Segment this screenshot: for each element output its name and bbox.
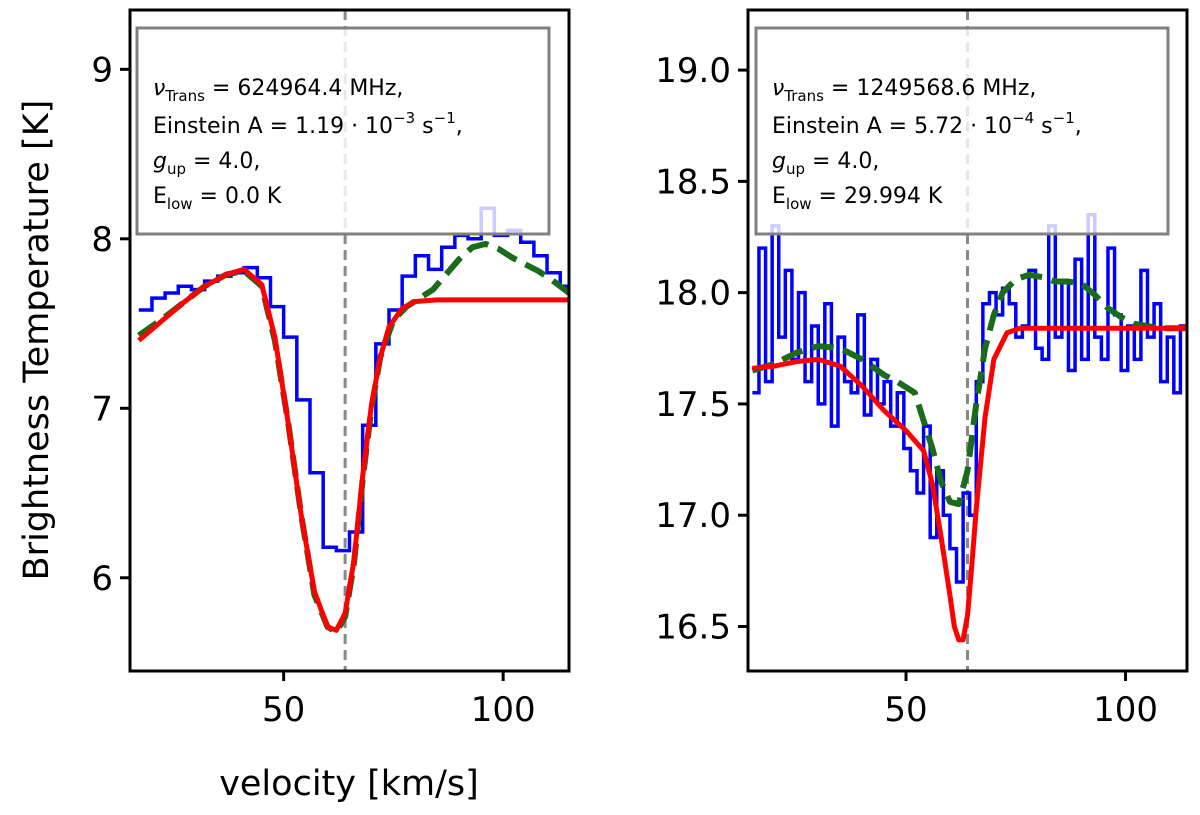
right-x-tick-label: 50 [884,690,927,730]
left-x-axis-label: velocity [km/s] [219,764,479,804]
left-plot-frame [128,8,571,673]
right-legend-line-frequency: νTrans = 1249568.6 MHz, [772,76,1036,105]
right-observed-series [752,213,1187,584]
right-series-group [751,213,1187,643]
left-legend-line-elow: Elow = 0.0 K [153,184,282,213]
left-y-tick-label: 8 [91,220,113,260]
left-y-tick-label: 9 [91,50,113,90]
left-legend-line-frequency: νTrans = 624964.4 MHz, [153,76,403,105]
left-legend-line-einstein: Einstein A = 1.19 · 10−3 s−1, [153,109,463,139]
left-legend-frame [135,26,551,236]
left-legend-line-gup: gup = 4.0, [153,149,260,178]
right-y-tick-label: 19.0 [655,51,731,91]
right-y-tick-label: 17.0 [655,496,731,536]
left-series-group [137,206,569,636]
left-observed-series [138,206,569,553]
left-ticks: 50 100 6 7 8 9 [91,50,535,730]
right-legend-line-einstein: Einstein A = 5.72 · 10−4 s−1, [772,109,1082,139]
left-y-tick-label: 7 [91,389,113,429]
left-y-axis-label: Brightness Temperature [K] [17,100,57,581]
right-legend-frame [754,26,1170,236]
right-ticks: 50 100 16.5 17.0 17.5 18.0 18.5 19.0 [655,51,1158,730]
right-y-tick-label: 18.5 [655,162,731,202]
left-panel: νTrans = 624964.4 MHz, Einstein A = 1.19… [17,8,571,804]
right-model-series [752,325,1187,643]
right-panel: νTrans = 1249568.6 MHz, Einstein A = 5.7… [655,8,1189,730]
left-x-tick-label: 100 [471,690,536,730]
right-x-tick-label: 100 [1093,690,1158,730]
left-x-tick-label: 50 [262,690,305,730]
right-y-tick-label: 18.0 [655,274,731,314]
right-fit-series [751,271,1187,508]
right-legend-line-gup: gup = 4.0, [772,149,879,178]
right-legend-line-elow: Elow = 29.994 K [772,184,943,213]
left-y-tick-label: 6 [91,559,113,599]
right-y-tick-label: 17.5 [655,385,731,425]
right-plot-frame [746,8,1189,673]
left-model-series [137,266,569,633]
right-legend-box: νTrans = 1249568.6 MHz, Einstein A = 5.7… [754,26,1170,236]
right-y-tick-label: 16.5 [655,607,731,647]
left-legend-box: νTrans = 624964.4 MHz, Einstein A = 1.19… [135,26,551,236]
